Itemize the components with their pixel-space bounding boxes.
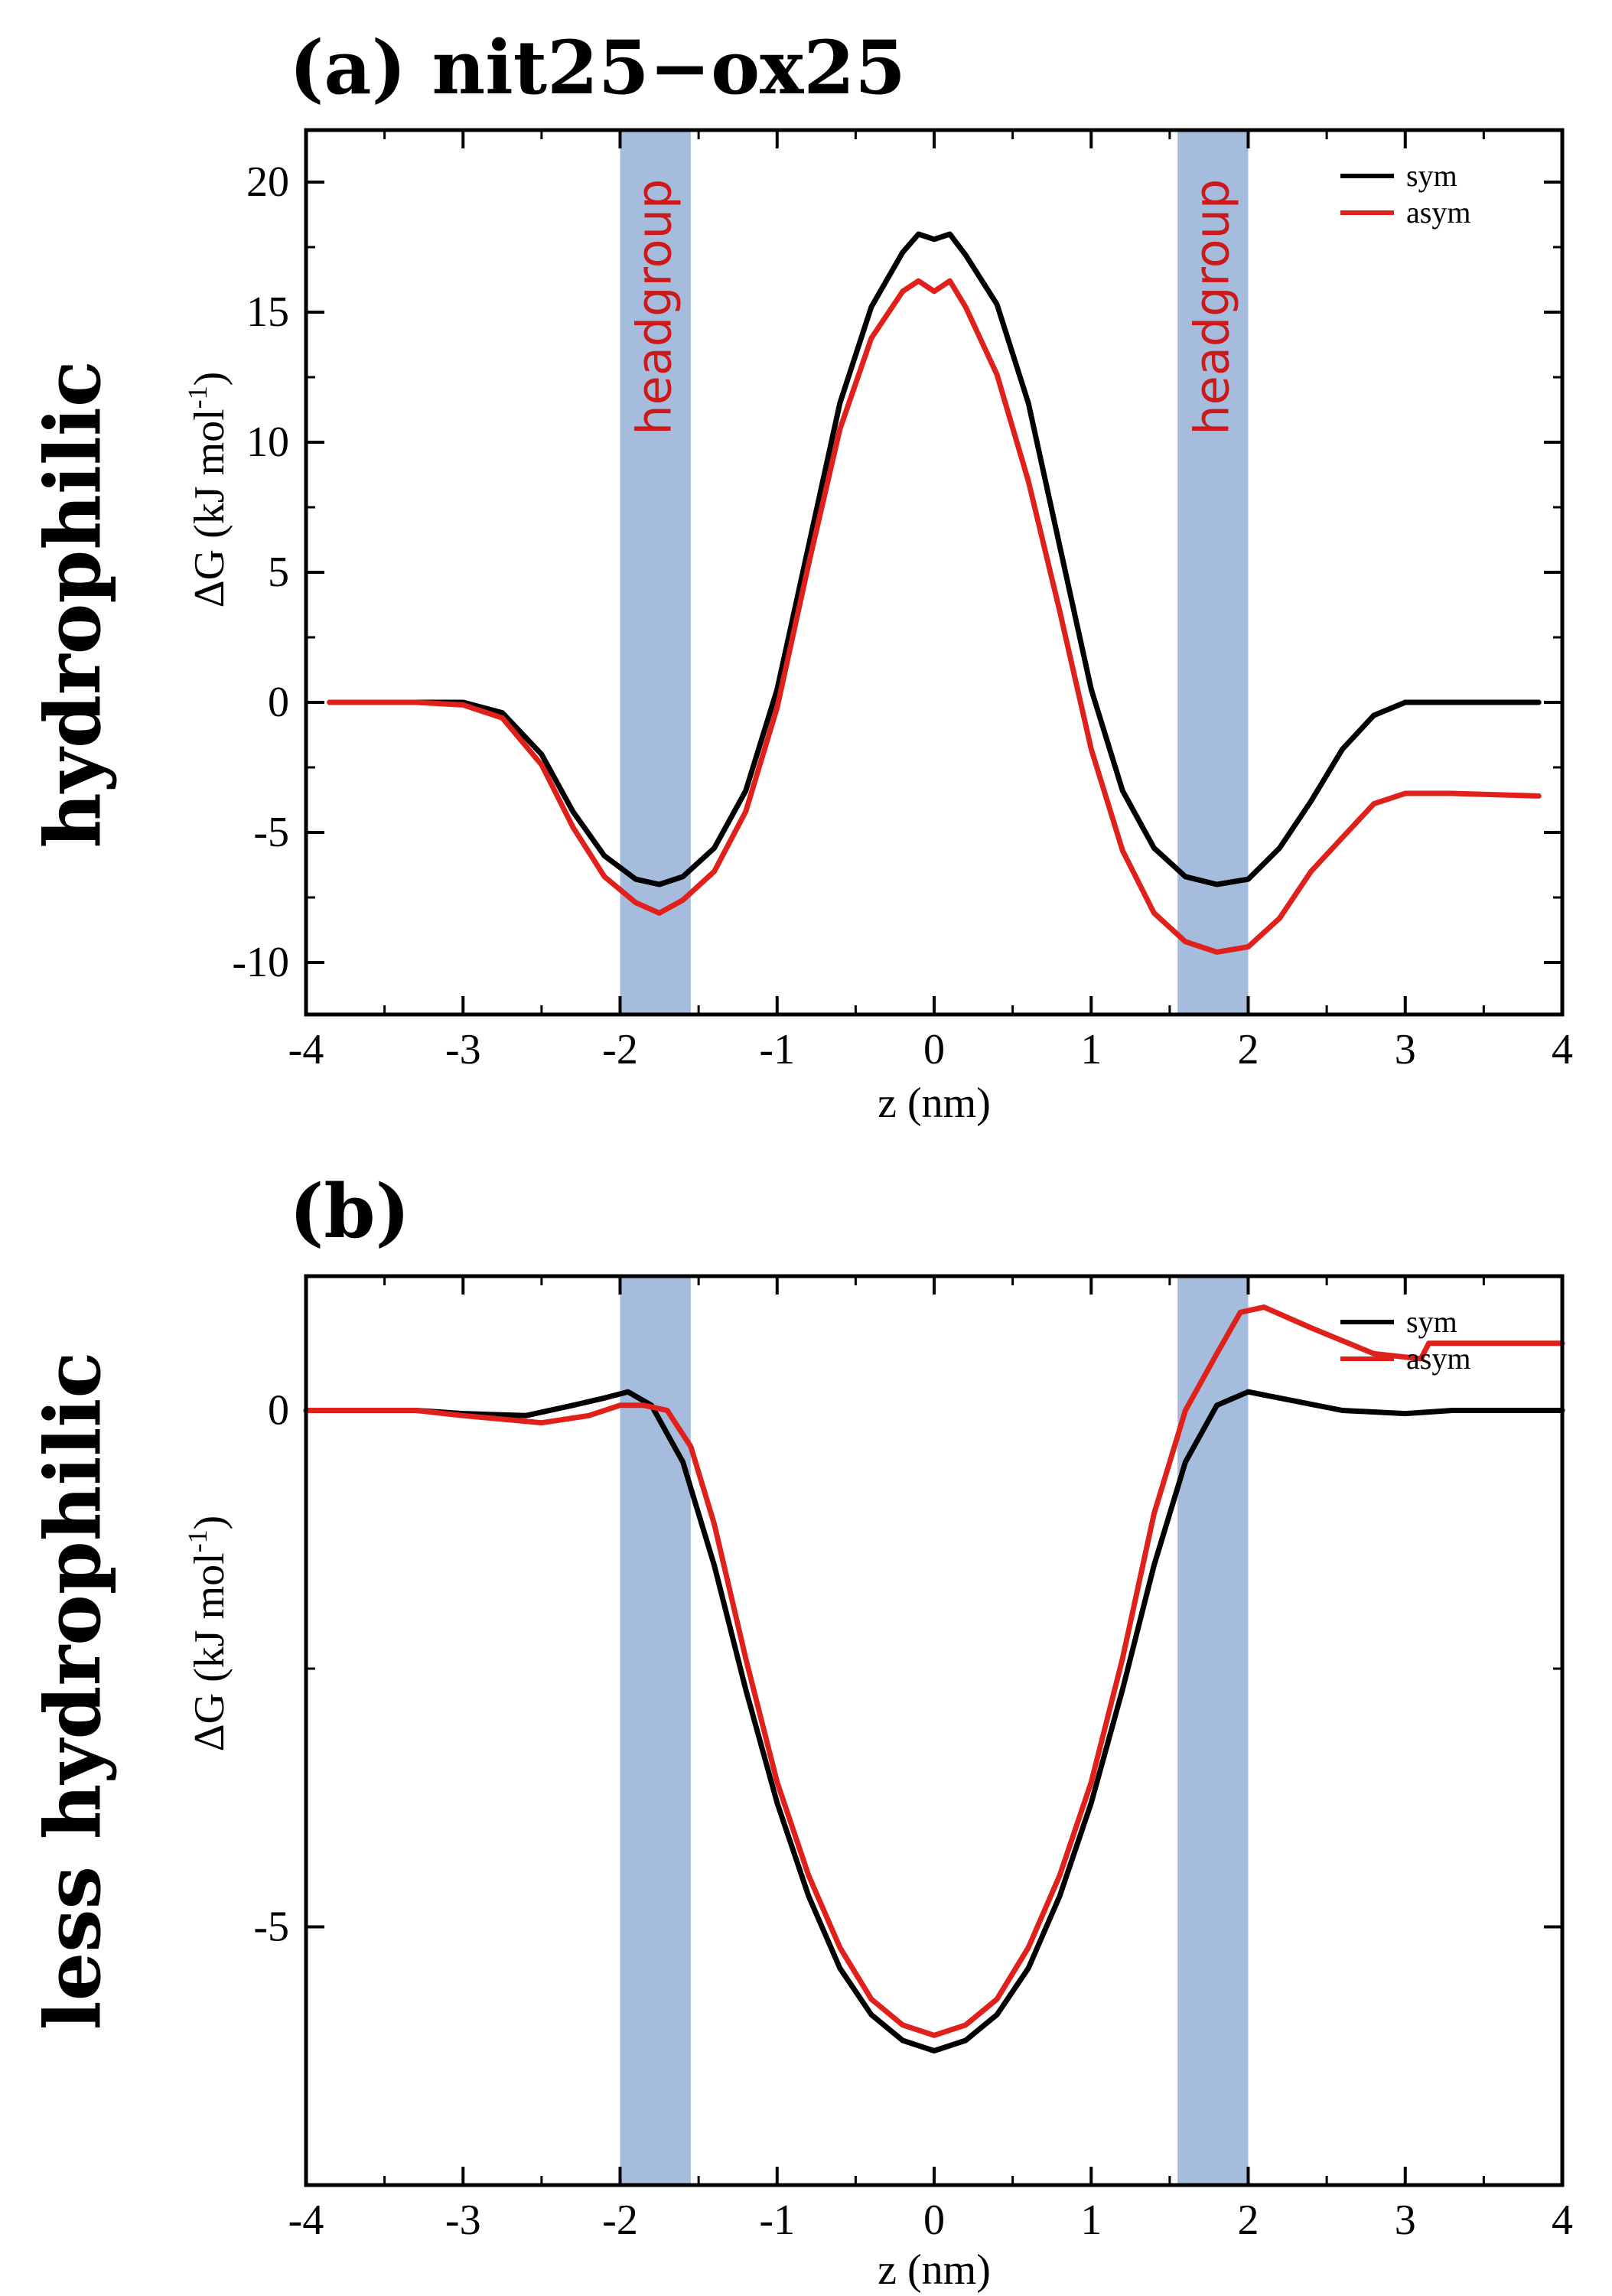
panel-a-xtick-label-1: -3 bbox=[445, 1026, 481, 1073]
panel-a-frame bbox=[304, 128, 1565, 1017]
svg-text:ΔG (kJ mol-1): ΔG (kJ mol-1) bbox=[182, 1516, 233, 1752]
panel-a-side-label: hydrophilic bbox=[28, 360, 118, 848]
panel-a-headgroup-band-0 bbox=[620, 130, 691, 1014]
panel-b-xtick-label-1: -3 bbox=[445, 2197, 481, 2244]
panel-a-y-axis-label: ΔG (kJ mol-1) bbox=[182, 372, 233, 608]
panel-a: (a) nit25−ox25 hydrophilic ΔG (kJ mol-1)… bbox=[28, 24, 1573, 1127]
panel-b-xtick-label-5: 1 bbox=[1080, 2197, 1102, 2244]
panel-a-ytick-label-2: 0 bbox=[268, 679, 289, 726]
panel-a-ytick-label-1: -5 bbox=[253, 809, 289, 856]
panel-b-headgroup-band-1 bbox=[1177, 1276, 1249, 2185]
panel-b-ytick-label-1: 0 bbox=[268, 1387, 289, 1435]
panel-a-x-axis-label: z (nm) bbox=[878, 1080, 991, 1127]
panel-b-xtick-label-6: 2 bbox=[1238, 2197, 1259, 2244]
panel-b-series-sym-line bbox=[303, 1389, 1565, 2053]
panel-b-ylabel-close: ) bbox=[186, 1516, 233, 1530]
panel-a-xtick-label-6: 2 bbox=[1238, 1026, 1259, 1073]
panel-b-y-axis-label: ΔG (kJ mol-1) bbox=[182, 1516, 233, 1752]
panel-a-lines bbox=[327, 231, 1542, 955]
panel-a-ylabel-main: ΔG (kJ mol bbox=[186, 409, 233, 607]
panel-a-ytick-label-6: 20 bbox=[246, 158, 289, 206]
panel-b-x-axis-label: z (nm) bbox=[878, 2246, 991, 2294]
panel-b-ylabel-main: ΔG (kJ mol bbox=[186, 1552, 233, 1751]
panel-a-legend-label-sym: sym bbox=[1406, 158, 1457, 193]
panel-a-ylabel-sup: -1 bbox=[182, 386, 213, 409]
panel-b-xtick-label-0: -4 bbox=[288, 2197, 324, 2244]
panel-b-legend-label-asym: asym bbox=[1406, 1341, 1470, 1376]
panel-a-ytick-label-4: 10 bbox=[246, 418, 289, 466]
panel-b-bands bbox=[620, 1276, 1249, 2185]
panel-a-legend-label-asym: asym bbox=[1406, 195, 1470, 230]
svg-text:ΔG (kJ mol-1): ΔG (kJ mol-1) bbox=[182, 372, 233, 608]
panel-a-xtick-label-0: -4 bbox=[288, 1026, 324, 1073]
panel-a-ytick-label-3: 5 bbox=[268, 549, 289, 596]
panel-b-xtick-label-3: -1 bbox=[759, 2197, 795, 2244]
panel-b-frame bbox=[304, 1274, 1565, 2187]
panel-b-series-asym-line bbox=[303, 1304, 1565, 2038]
panel-a-ylabel-close: ) bbox=[186, 372, 233, 386]
panel-b-legend-label-sym: sym bbox=[1406, 1304, 1457, 1339]
panel-b-xtick-label-7: 3 bbox=[1395, 2197, 1416, 2244]
panel-b-ticks: -4 -3 -2 -1 0 1 2 3 4 -5 0 bbox=[253, 1276, 1573, 2244]
panel-b-ylabel-sup: -1 bbox=[182, 1529, 213, 1552]
panel-a-ytick-label-0: -10 bbox=[232, 939, 289, 986]
panel-b-side-label: less hydrophilic bbox=[28, 1352, 118, 2031]
panel-b: (b) less hydrophilic ΔG (kJ mol-1) z (nm… bbox=[28, 1168, 1573, 2294]
panel-a-xtick-label-5: 1 bbox=[1080, 1026, 1102, 1073]
panel-a-series-sym-line bbox=[327, 231, 1542, 887]
panel-b-xtick-label-2: -2 bbox=[602, 2197, 638, 2244]
panel-b-xtick-label-8: 4 bbox=[1552, 2197, 1573, 2244]
panel-b-lines bbox=[303, 1304, 1565, 2053]
panel-a-xtick-label-8: 4 bbox=[1552, 1026, 1573, 1073]
panel-a-title: (a) nit25−ox25 bbox=[289, 24, 906, 111]
panel-a-ytick-label-5: 15 bbox=[246, 288, 289, 336]
panel-a-bands: headgroup headgroup bbox=[620, 130, 1249, 1014]
panel-a-band-label-1: headgroup bbox=[1184, 179, 1239, 435]
panel-a-xtick-label-4: 0 bbox=[923, 1026, 945, 1073]
panel-a-band-label-0: headgroup bbox=[627, 179, 682, 435]
panel-a-xtick-label-3: -1 bbox=[759, 1026, 795, 1073]
panel-a-xtick-label-7: 3 bbox=[1395, 1026, 1416, 1073]
panel-b-xtick-label-4: 0 bbox=[923, 2197, 945, 2244]
panel-a-xtick-label-2: -2 bbox=[602, 1026, 638, 1073]
panel-a-series-asym-line bbox=[327, 278, 1542, 955]
panel-b-title: (b) bbox=[289, 1168, 410, 1255]
panel-b-ytick-label-0: -5 bbox=[253, 1904, 289, 1951]
panel-a-headgroup-band-1 bbox=[1177, 130, 1249, 1014]
